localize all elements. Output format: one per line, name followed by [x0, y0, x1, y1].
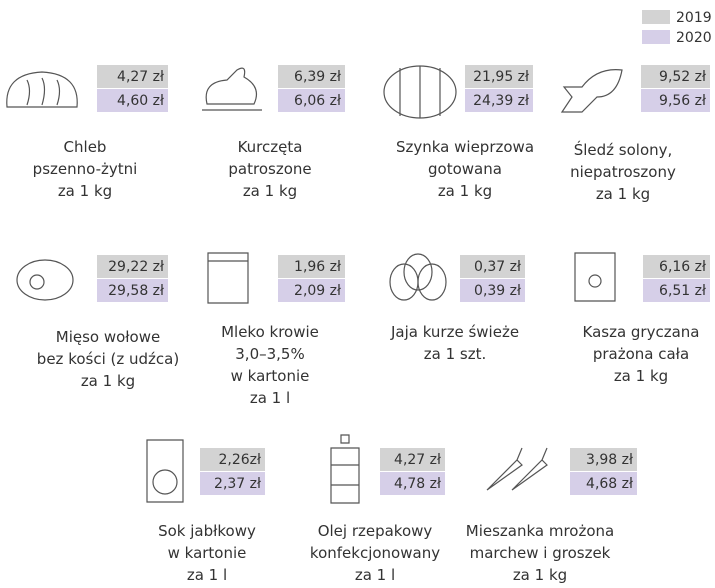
price-2020: 24,39 zł — [473, 93, 529, 109]
product-label: za 1 kg — [513, 566, 567, 584]
price-box-2019 — [200, 448, 265, 471]
product-label: za 1 kg — [243, 182, 297, 200]
product-label: w kartonie — [168, 544, 247, 562]
price-2019: 0,37 zł — [474, 259, 521, 275]
icon — [202, 67, 262, 111]
price-2019: 6,39 zł — [294, 69, 341, 85]
product-label: Szynka wieprzowa — [396, 138, 534, 156]
product-label: Sok jabłkowy — [158, 522, 256, 540]
product-label: za 1 l — [187, 566, 227, 584]
product-label: za 1 kg — [438, 182, 492, 200]
price-box-2020 — [570, 472, 637, 495]
price-box-2019 — [97, 65, 168, 88]
price-box-2019 — [460, 255, 525, 278]
product-label: za 1 l — [355, 566, 395, 584]
icon — [560, 69, 623, 113]
icon — [6, 71, 78, 108]
product-label: gotowana — [428, 160, 502, 178]
product-label: 3,0–3,5% — [235, 345, 304, 363]
icon — [29, 274, 45, 290]
price-box-2019 — [465, 65, 533, 88]
price-2019: 21,95 zł — [473, 69, 529, 85]
price-box-2019 — [641, 65, 710, 88]
price-box-2020 — [643, 279, 710, 302]
product-label: za 1 szt. — [424, 345, 486, 363]
price-2020: 4,78 zł — [394, 476, 441, 492]
product-label: Śledź solony, — [574, 140, 673, 159]
price-box-2020 — [200, 472, 265, 495]
price-2020: 6,06 zł — [294, 93, 341, 109]
price-box-2019 — [380, 448, 445, 471]
price-2020: 4,68 zł — [586, 476, 633, 492]
price-2020: 0,39 zł — [474, 283, 521, 299]
product-label: Chleb — [64, 138, 107, 156]
price-box-2019 — [278, 255, 345, 278]
icon — [146, 439, 184, 503]
icon — [152, 469, 178, 495]
product-label: za 1 kg — [81, 372, 135, 390]
legend-label: 2019 — [676, 10, 712, 26]
price-box-2020 — [278, 279, 345, 302]
price-2020: 2,37 zł — [214, 476, 261, 492]
icon — [330, 434, 360, 504]
icon — [403, 253, 433, 291]
icon — [399, 66, 441, 118]
price-box-2020 — [641, 89, 710, 112]
icon — [588, 274, 602, 288]
price-box-2020 — [380, 472, 445, 495]
price-2019: 9,52 zł — [659, 69, 706, 85]
product-label: Olej rzepakowy — [318, 522, 433, 540]
price-2019: 3,98 zł — [586, 452, 633, 468]
price-2020: 9,56 zł — [659, 93, 706, 109]
product-label: patroszone — [228, 160, 311, 178]
price-box-2020 — [460, 279, 525, 302]
icon — [486, 447, 548, 491]
price-2020: 29,58 zł — [108, 283, 164, 299]
icon — [16, 259, 74, 301]
icon — [574, 252, 616, 302]
product-label: Jaja kurze świeże — [390, 323, 519, 341]
price-2019: 6,16 zł — [659, 259, 706, 275]
price-2019: 1,96 zł — [294, 259, 341, 275]
price-box-2020 — [97, 89, 168, 112]
legend-swatch-2020 — [642, 30, 670, 44]
product-label: prażona cała — [593, 345, 689, 363]
price-box-2019 — [570, 448, 637, 471]
price-2019: 29,22 zł — [108, 259, 164, 275]
product-label: konfekcjonowany — [310, 544, 440, 562]
price-2020: 2,09 zł — [294, 283, 341, 299]
product-label: niepatroszony — [570, 163, 676, 181]
product-label: Kurczęta — [238, 138, 303, 156]
price-box-2020 — [278, 89, 345, 112]
product-label: za 1 kg — [58, 182, 112, 200]
price-box-2019 — [278, 65, 345, 88]
legend-swatch-2019 — [642, 10, 670, 24]
product-label: Mleko krowie — [221, 323, 319, 341]
price-box-2019 — [643, 255, 710, 278]
price-box-2020 — [465, 89, 533, 112]
product-label: za 1 kg — [596, 185, 650, 203]
price-2020: 6,51 zł — [659, 283, 706, 299]
product-label: marchew i groszek — [470, 544, 611, 562]
product-label: w kartonie — [231, 367, 310, 385]
price-box-2019 — [97, 255, 168, 278]
icon — [417, 263, 447, 301]
price-2019: 4,27 zł — [117, 69, 164, 85]
product-label: za 1 l — [250, 389, 290, 407]
product-label: bez kości (z udźca) — [37, 350, 179, 368]
price-box-2020 — [97, 279, 168, 302]
product-label: Mięso wołowe — [56, 328, 160, 346]
product-label: Mieszanka mrożona — [466, 522, 614, 540]
price-2019: 4,27 zł — [394, 452, 441, 468]
product-label: za 1 kg — [614, 367, 668, 385]
legend-label: 2020 — [676, 30, 712, 46]
icon — [207, 252, 249, 304]
product-label: Kasza gryczana — [583, 323, 700, 341]
price-2020: 4,60 zł — [117, 93, 164, 109]
product-label: pszenno-żytni — [33, 160, 138, 178]
price-2019: 2,26zł — [219, 452, 262, 468]
